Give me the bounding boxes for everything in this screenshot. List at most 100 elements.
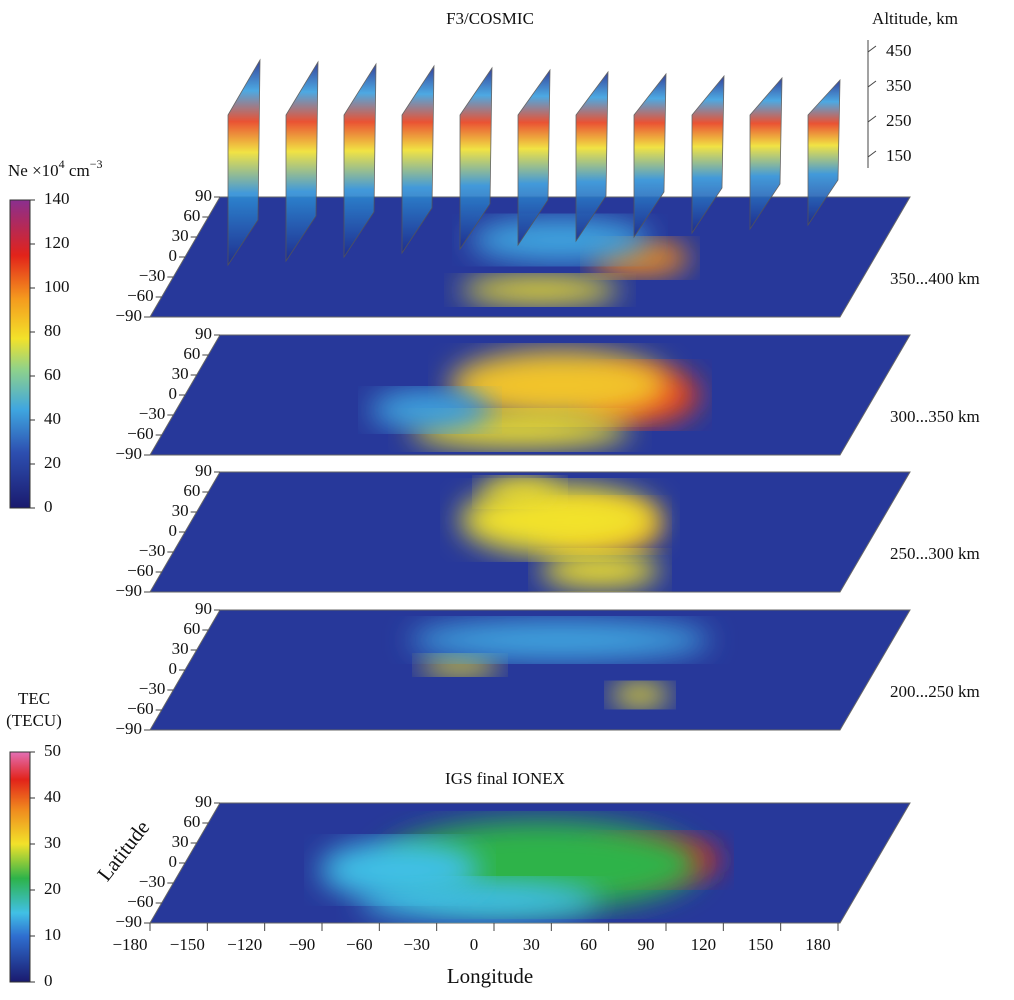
latitude-tick-label: 90 [195,792,212,811]
altitude-tick-label: 450 [886,41,912,60]
colorbar-tick-label: 80 [44,321,61,340]
latitude-tick-label: −90 [115,719,142,738]
latitude-tick-label: 30 [172,364,189,383]
tec-label: (TECU) [6,711,62,730]
latitude-tick-label: −30 [139,404,166,423]
longitude-tick-label: 120 [691,935,717,954]
latitude-tick-label: 0 [169,659,178,678]
layer-label: 200...250 km [890,682,980,701]
field-blob [450,350,670,420]
latitude-tick-label: 60 [183,206,200,225]
colorbar-tick-label: 20 [44,453,61,472]
latitude-tick-label: 0 [169,246,178,265]
latitude-tick-label: −30 [139,679,166,698]
profile-curtain [401,64,435,255]
longitude-tick-label: 30 [523,935,540,954]
altitude-tick [867,115,877,123]
longitude-tick-label: −150 [170,935,205,954]
layer-label: 300...350 km [890,407,980,426]
latitude-tick-label: −60 [127,424,154,443]
longitude-tick-label: −30 [403,935,430,954]
latitude-tick-label: 60 [183,812,200,831]
profile-curtain [517,68,551,247]
colorbar-tick-label: 20 [44,879,61,898]
altitude-tick [867,45,877,53]
latitude-tick-label: 30 [172,226,189,245]
profile-curtain [459,66,493,251]
profile-curtain [749,76,783,231]
latitude-tick-label: 90 [195,599,212,618]
latitude-tick-label: −60 [127,892,154,911]
field-blob [460,276,620,304]
profile-curtain [227,58,261,267]
latitude-tick-label: 30 [172,501,189,520]
altitude-tick-label: 350 [886,76,912,95]
altitude-tick [867,80,877,88]
layer-label: 250...300 km [890,544,980,563]
ne-unit: cm [65,161,90,180]
latitude-tick-label: −30 [139,541,166,560]
colorbar-tick-label: 120 [44,233,70,252]
field-blob [480,478,560,506]
layer-label: 350...400 km [890,269,980,288]
map-field [460,478,660,588]
profile-curtain [691,74,725,235]
colorbar-tick-label: 30 [44,833,61,852]
latitude-tick-label: 90 [195,186,212,205]
colorbar-tick-label: 0 [44,971,53,990]
longitude-tick-label: −120 [227,935,262,954]
field-blob [320,840,480,900]
latitude-tick-label: −60 [127,286,154,305]
altitude-tick [867,150,877,158]
profile-curtain [807,78,841,227]
field-blob [410,620,710,660]
latitude-tick-label: 60 [183,619,200,638]
latitude-tick-label: −90 [115,444,142,463]
latitude-tick-label: 30 [172,832,189,851]
latitude-tick-label: 0 [169,384,178,403]
colorbar-tick-label: 140 [44,189,70,208]
x-axis-label: Longitude [447,964,533,988]
altitude-tick-label: 150 [886,146,912,165]
ne-unit-exp: −3 [90,157,103,171]
map-field [320,820,720,920]
profile-curtain [343,62,377,259]
longitude-tick-label: −60 [346,935,373,954]
latitude-tick-label: −90 [115,306,142,325]
colorbar-tick-label: 40 [44,787,61,806]
tec-colorbar [9,751,31,983]
longitude-tick-label: 180 [805,935,831,954]
latitude-tick-label: 30 [172,639,189,658]
profile-curtain [633,72,667,239]
colorbar-tick-label: 10 [44,925,61,944]
ne-label-text: Ne ×10 [8,161,59,180]
colorbar-tick-label: 60 [44,365,61,384]
altitude-tick-label: 250 [886,111,912,130]
latitude-tick-label: 60 [183,481,200,500]
latitude-tick-label: −60 [127,561,154,580]
field-blob [610,683,670,707]
ne-label: Ne ×104 cm−3 [8,157,102,180]
field-blob [370,390,490,430]
latitude-tick-label: −30 [139,266,166,285]
longitude-tick-label: 150 [748,935,774,954]
longitude-tick-label: −180 [112,935,147,954]
colorbar-tick-label: 0 [44,497,53,516]
tec-label: TEC [18,689,50,708]
colorbar-tick-label: 50 [44,741,61,760]
field-blob [420,655,500,675]
latitude-tick-label: −90 [115,912,142,931]
profile-curtain [575,70,609,243]
title: F3/COSMIC [446,9,534,28]
longitude-tick-label: 60 [580,935,597,954]
latitude-tick-label: 90 [195,324,212,343]
igs-title: IGS final IONEX [445,769,565,788]
latitude-tick-label: −90 [115,581,142,600]
longitude-tick-label: −90 [289,935,316,954]
colorbar-tick-label: 40 [44,409,61,428]
altitude-label: Altitude, km [872,9,958,28]
latitude-tick-label: 0 [169,852,178,871]
colorbar-tick-label: 100 [44,277,70,296]
latitude-tick-label: 0 [169,521,178,540]
